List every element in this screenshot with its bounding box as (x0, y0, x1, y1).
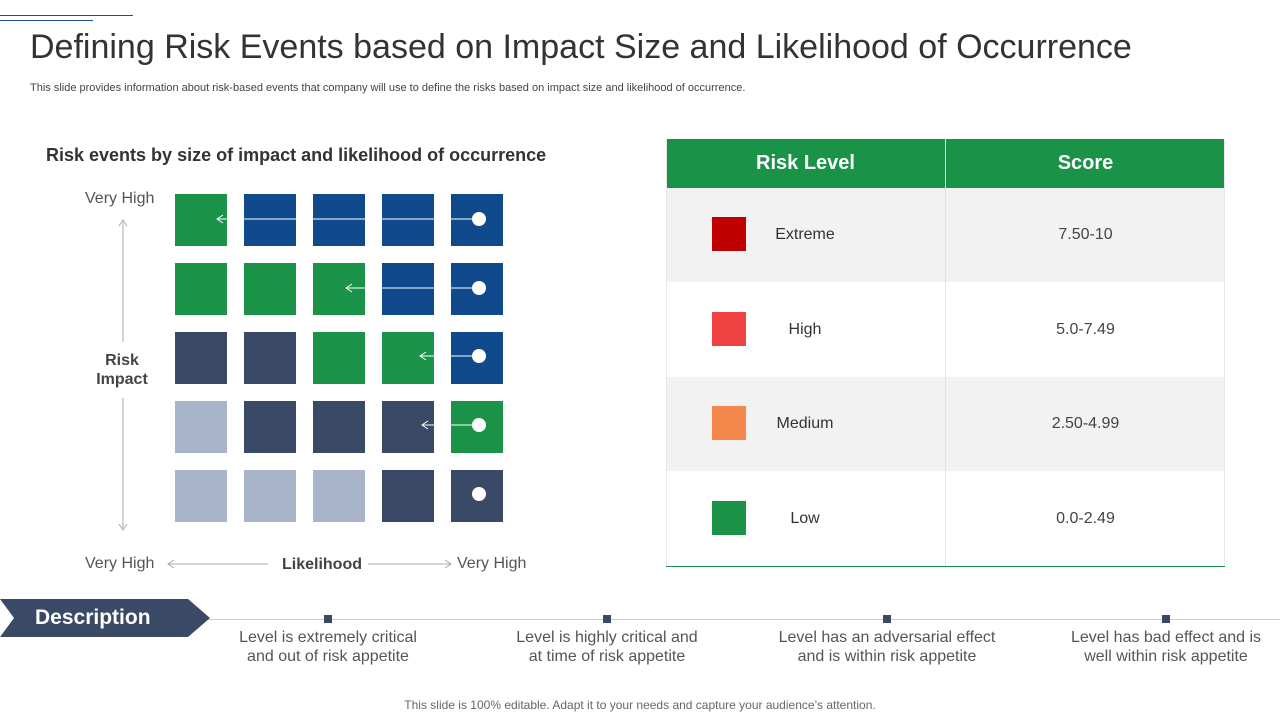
description-item-high: Level is highly critical and at time of … (487, 628, 727, 666)
score-text: 2.50-4.99 (1051, 415, 1120, 432)
matrix-cell-r2-c3 (313, 263, 365, 315)
arrowhead-row2 (345, 283, 353, 293)
page-title: Defining Risk Events based on Impact Siz… (30, 28, 1132, 66)
risk-level-text: High (788, 321, 822, 338)
y-axis-arrows (118, 219, 128, 531)
description-item-low: Level has bad effect and is well within … (1046, 628, 1280, 666)
x-axis-right-label: Very High (457, 555, 527, 572)
risk-level-table: Risk Level Score Extreme 7.50-10 High 5.… (666, 139, 1225, 567)
matrix-cell-r3-c1 (175, 332, 227, 384)
matrix-cell-r3-c3 (313, 332, 365, 384)
risk-matrix-grid (175, 194, 505, 522)
description-line2: and is within risk appetite (797, 648, 977, 665)
page-subtitle: This slide provides information about ri… (30, 82, 746, 94)
matrix-cell-r5-c3 (313, 470, 365, 522)
y-axis-label-line1: Risk (105, 352, 139, 369)
arrowhead-row4 (421, 420, 429, 430)
matrix-cell-r3-c2 (244, 332, 296, 384)
table-bottom-line (666, 566, 1225, 567)
x-axis-left-label: Very High (85, 555, 155, 572)
description-line2: and out of risk appetite (247, 648, 409, 665)
matrix-cell-r2-c2 (244, 263, 296, 315)
risk-color-swatch (712, 406, 746, 440)
matrix-cell-r1-c4 (382, 194, 434, 246)
accent-line-bottom (0, 20, 93, 21)
x-axis-arrows (167, 559, 452, 569)
x-axis-arrowhead-right (444, 559, 452, 569)
risk-level-text: Extreme (775, 226, 835, 243)
matrix-cell-r2-c1 (175, 263, 227, 315)
matrix-cell-r5-c4 (382, 470, 434, 522)
description-line1: Level has bad effect and is (1070, 629, 1262, 646)
description-marker (603, 615, 611, 623)
description-line2: at time of risk appetite (528, 648, 686, 665)
risk-dot-row5 (472, 487, 486, 501)
matrix-cell-r4-c1 (175, 401, 227, 453)
x-axis-arrowhead-left (167, 559, 175, 569)
risk-dot-row2 (472, 281, 486, 295)
risk-color-swatch (712, 501, 746, 535)
description-item-medium: Level has an adversarial effect and is w… (767, 628, 1007, 666)
arrowhead-row1 (216, 214, 224, 224)
risk-level-text: Low (790, 510, 820, 527)
score-text: 7.50-10 (1058, 226, 1113, 243)
table-header-score: Score (946, 139, 1225, 188)
matrix-cell-r4-c2 (244, 401, 296, 453)
matrix-cell-r5-c1 (175, 470, 227, 522)
matrix-cell-r3-c4 (382, 332, 434, 384)
table-border-left (666, 139, 667, 566)
table-column-divider (945, 139, 946, 566)
y-axis-arrowhead-down (118, 523, 128, 531)
accent-line-top (0, 15, 133, 16)
y-axis-label: Risk Impact (82, 351, 162, 389)
risk-color-swatch (712, 217, 746, 251)
description-marker (324, 615, 332, 623)
description-line1: Level is extremely critical (239, 629, 417, 646)
matrix-title: Risk events by size of impact and likeli… (46, 145, 547, 165)
risk-dot-row1 (472, 212, 486, 226)
description-item-extreme: Level is extremely critical and out of r… (208, 628, 448, 666)
description-label: Description (0, 599, 210, 637)
description-marker (883, 615, 891, 623)
table-header-risk-level: Risk Level (666, 139, 945, 188)
y-axis-arrowhead-up (118, 219, 128, 227)
description-line1: Level is highly critical and (516, 629, 698, 646)
description-marker (1162, 615, 1170, 623)
score-text: 5.0-7.49 (1056, 321, 1115, 338)
matrix-cell-r5-c2 (244, 470, 296, 522)
description-line2: well within risk appetite (1084, 648, 1248, 665)
matrix-cell-r1-c3 (313, 194, 365, 246)
arrowhead-row3 (419, 351, 427, 361)
risk-level-text: Medium (776, 415, 834, 432)
risk-dot-row3 (472, 349, 486, 363)
matrix-cell-r2-c4 (382, 263, 434, 315)
risk-color-swatch (712, 312, 746, 346)
score-text: 0.0-2.49 (1056, 510, 1115, 527)
footer-note: This slide is 100% editable. Adapt it to… (404, 698, 876, 712)
table-border-right (1224, 139, 1225, 566)
description-divider (205, 619, 1280, 620)
y-axis-top-label: Very High (85, 190, 155, 207)
description-line1: Level has an adversarial effect (778, 629, 996, 646)
matrix-cell-r4-c3 (313, 401, 365, 453)
matrix-cell-r1-c2 (244, 194, 296, 246)
y-axis-label-line2: Impact (96, 371, 148, 388)
risk-dot-row4 (472, 418, 486, 432)
matrix-arrows (216, 214, 477, 430)
x-axis-label: Likelihood (282, 556, 362, 573)
